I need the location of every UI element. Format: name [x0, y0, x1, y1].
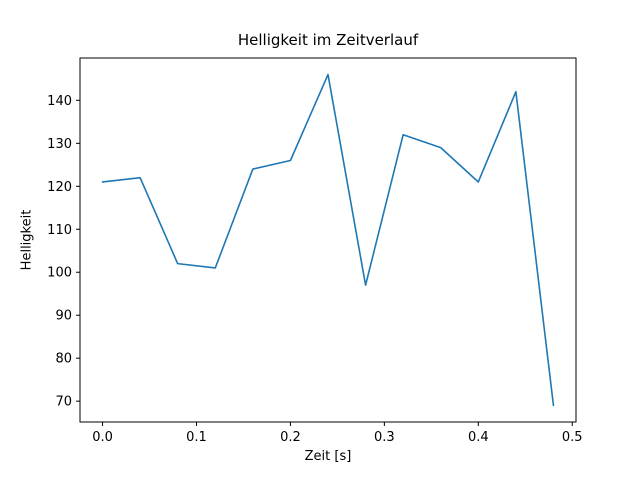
y-tick-label: 120 [47, 180, 72, 195]
x-axis-label: Zeit [s] [304, 449, 352, 464]
y-tick-label: 110 [47, 223, 72, 238]
x-tick-label: 0.0 [92, 430, 113, 445]
x-tick-label: 0.1 [186, 430, 207, 445]
chart-title: Helligkeit im Zeitverlauf [237, 31, 419, 49]
y-tick-label: 70 [55, 395, 72, 410]
x-tick-label: 0.5 [562, 430, 583, 445]
axes-frame [79, 57, 577, 423]
x-tick-label: 0.2 [280, 430, 301, 445]
y-axis-label: Helligkeit [19, 209, 35, 271]
y-tick-label: 100 [47, 266, 72, 281]
y-tick-label: 80 [55, 352, 72, 367]
x-tick-label: 0.3 [374, 430, 395, 445]
y-tick-label: 90 [55, 309, 72, 324]
x-tick-label: 0.4 [468, 430, 489, 445]
y-tick-label: 140 [47, 94, 72, 109]
data-line [101, 73, 555, 407]
y-tick-label: 130 [47, 137, 72, 152]
